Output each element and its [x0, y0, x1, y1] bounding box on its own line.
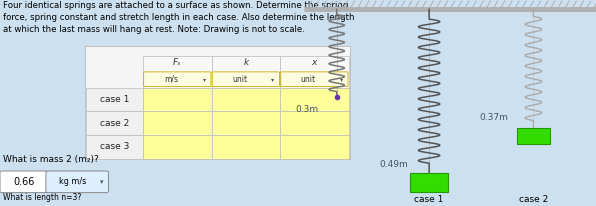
Text: kg m/s: kg m/s	[59, 177, 86, 186]
Text: 0.66: 0.66	[13, 177, 35, 187]
Text: 0.3m: 0.3m	[296, 105, 319, 114]
FancyBboxPatch shape	[212, 135, 280, 159]
Text: x: x	[312, 58, 317, 67]
FancyBboxPatch shape	[212, 88, 280, 111]
FancyBboxPatch shape	[143, 135, 212, 159]
FancyBboxPatch shape	[517, 128, 550, 144]
FancyBboxPatch shape	[281, 72, 348, 87]
Text: unit: unit	[301, 75, 316, 84]
Text: case 1: case 1	[414, 195, 444, 204]
Text: ▾: ▾	[340, 77, 343, 82]
Text: case 2: case 2	[100, 119, 129, 128]
Text: 7kg: 7kg	[418, 177, 440, 187]
FancyBboxPatch shape	[143, 111, 212, 135]
FancyBboxPatch shape	[280, 88, 349, 111]
FancyBboxPatch shape	[86, 111, 143, 135]
Text: case 2: case 2	[519, 195, 548, 204]
Text: case 3: case 3	[100, 142, 129, 151]
Text: ▾: ▾	[271, 77, 275, 82]
FancyBboxPatch shape	[86, 135, 143, 159]
FancyBboxPatch shape	[144, 72, 211, 87]
Text: unit: unit	[232, 75, 247, 84]
Text: 0.37m: 0.37m	[480, 113, 508, 122]
Text: 0.49m: 0.49m	[380, 160, 408, 169]
Text: k: k	[243, 58, 249, 67]
FancyBboxPatch shape	[46, 171, 108, 193]
FancyBboxPatch shape	[280, 135, 349, 159]
FancyBboxPatch shape	[85, 46, 350, 159]
Text: m/s: m/s	[164, 75, 178, 84]
Text: What is length n=3?: What is length n=3?	[3, 193, 82, 202]
Text: m₂: m₂	[527, 131, 540, 140]
Text: What is mass 2 (m₂)?: What is mass 2 (m₂)?	[3, 155, 99, 164]
Text: Four identical springs are attached to a surface as shown. Determine the spring
: Four identical springs are attached to a…	[3, 1, 355, 34]
Text: ▾: ▾	[100, 179, 103, 185]
FancyBboxPatch shape	[0, 171, 48, 193]
FancyBboxPatch shape	[212, 56, 280, 88]
FancyBboxPatch shape	[212, 111, 280, 135]
FancyBboxPatch shape	[410, 173, 448, 192]
Text: case 1: case 1	[100, 95, 129, 104]
FancyBboxPatch shape	[280, 56, 349, 88]
FancyBboxPatch shape	[280, 111, 349, 135]
Text: Fₛ: Fₛ	[173, 58, 182, 67]
FancyBboxPatch shape	[143, 56, 212, 88]
FancyBboxPatch shape	[143, 88, 212, 111]
FancyBboxPatch shape	[212, 72, 280, 87]
Text: ▾: ▾	[203, 77, 206, 82]
FancyBboxPatch shape	[86, 88, 143, 111]
